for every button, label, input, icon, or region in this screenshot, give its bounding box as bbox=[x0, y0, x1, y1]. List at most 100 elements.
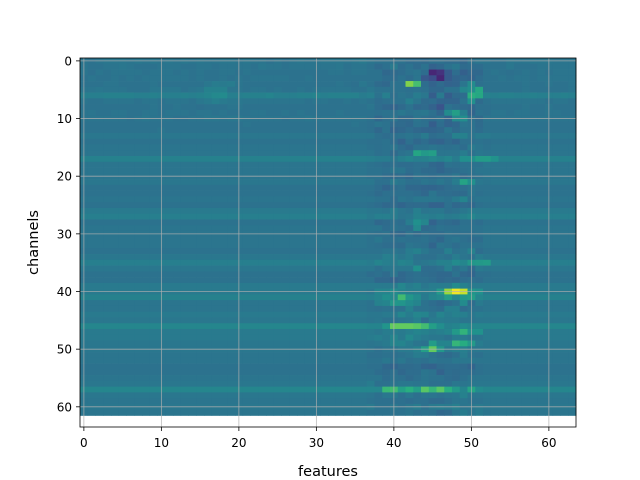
heatmap-cell bbox=[343, 305, 352, 313]
heatmap-cell bbox=[343, 179, 352, 186]
heatmap-cell bbox=[273, 259, 282, 266]
heatmap-cell bbox=[103, 144, 112, 151]
heatmap-cell bbox=[421, 144, 430, 151]
heatmap-cell bbox=[173, 219, 182, 226]
heatmap-cell bbox=[537, 69, 546, 76]
heatmap-cell bbox=[103, 300, 112, 307]
heatmap-cell bbox=[304, 75, 313, 82]
heatmap-cell bbox=[111, 380, 120, 387]
heatmap-cell bbox=[359, 317, 368, 324]
heatmap-cell bbox=[428, 357, 437, 364]
heatmap-cell bbox=[382, 340, 391, 347]
heatmap-cell bbox=[289, 357, 298, 364]
heatmap-cell bbox=[413, 167, 422, 174]
heatmap-cell bbox=[529, 184, 538, 191]
heatmap-cell bbox=[289, 311, 298, 318]
heatmap-cell bbox=[227, 271, 236, 278]
heatmap-cell bbox=[134, 69, 143, 76]
heatmap-cell bbox=[196, 409, 205, 416]
heatmap-cell bbox=[211, 254, 220, 261]
heatmap-cell bbox=[266, 259, 275, 266]
heatmap-cell bbox=[211, 190, 220, 197]
heatmap-cell bbox=[374, 317, 383, 324]
heatmap-cell bbox=[537, 75, 546, 82]
heatmap-cell bbox=[297, 386, 306, 393]
heatmap-cell bbox=[483, 334, 492, 341]
heatmap-cell bbox=[142, 98, 151, 105]
heatmap-cell bbox=[552, 184, 561, 191]
heatmap-cell bbox=[529, 259, 538, 266]
heatmap-cell bbox=[529, 334, 538, 341]
heatmap-cell bbox=[211, 271, 220, 278]
heatmap-cell bbox=[459, 380, 468, 387]
heatmap-cell bbox=[149, 375, 158, 382]
heatmap-cell bbox=[219, 225, 228, 232]
heatmap-cell bbox=[521, 219, 530, 226]
heatmap-cell bbox=[428, 277, 437, 284]
heatmap-cell bbox=[281, 305, 290, 313]
heatmap-cell bbox=[359, 409, 368, 416]
heatmap-cell bbox=[87, 375, 96, 382]
heatmap-cell bbox=[552, 328, 561, 336]
heatmap-cell bbox=[537, 219, 546, 226]
heatmap-cell bbox=[219, 259, 228, 266]
heatmap-cell bbox=[335, 380, 344, 387]
heatmap-cell bbox=[103, 248, 112, 255]
heatmap-cell bbox=[397, 340, 406, 347]
heatmap-cell bbox=[219, 386, 228, 393]
heatmap-cell bbox=[87, 184, 96, 191]
heatmap-cell bbox=[87, 109, 96, 117]
heatmap-cell bbox=[560, 386, 569, 393]
heatmap-cell bbox=[297, 69, 306, 76]
heatmap-cell bbox=[421, 156, 430, 163]
heatmap-cell bbox=[126, 311, 135, 318]
heatmap-cell bbox=[490, 190, 499, 197]
heatmap-cell bbox=[103, 63, 112, 70]
heatmap-cell bbox=[103, 369, 112, 376]
heatmap-cell bbox=[421, 190, 430, 197]
heatmap-cell bbox=[506, 213, 515, 220]
heatmap-cell bbox=[529, 242, 538, 249]
heatmap-cell bbox=[273, 109, 282, 117]
heatmap-cell bbox=[366, 271, 375, 278]
heatmap-cell bbox=[196, 138, 205, 145]
heatmap-cell bbox=[428, 380, 437, 387]
heatmap-cell bbox=[165, 127, 174, 134]
heatmap-cell bbox=[436, 161, 445, 168]
heatmap-cell bbox=[134, 138, 143, 145]
heatmap-cell bbox=[126, 104, 135, 111]
heatmap-cell bbox=[297, 259, 306, 266]
heatmap-cell bbox=[87, 259, 96, 266]
heatmap-cell bbox=[351, 254, 360, 261]
heatmap-cell bbox=[227, 69, 236, 76]
heatmap-cell bbox=[452, 98, 461, 105]
heatmap-cell bbox=[266, 144, 275, 151]
heatmap-cell bbox=[87, 104, 96, 111]
plot-frame bbox=[79, 57, 577, 428]
heatmap-cell bbox=[196, 202, 205, 209]
heatmap-cell bbox=[227, 104, 236, 111]
heatmap-cell bbox=[343, 357, 352, 364]
heatmap-cell bbox=[413, 363, 422, 370]
heatmap-cell bbox=[459, 167, 468, 174]
heatmap-cell bbox=[219, 132, 228, 140]
heatmap-cell bbox=[498, 196, 507, 203]
heatmap-cell bbox=[560, 98, 569, 105]
heatmap-cell bbox=[428, 92, 437, 99]
heatmap-cell bbox=[118, 161, 127, 168]
heatmap-cell bbox=[87, 156, 96, 163]
heatmap-cell bbox=[273, 386, 282, 393]
heatmap-cell bbox=[351, 81, 360, 88]
heatmap-cell bbox=[103, 150, 112, 157]
heatmap-cell bbox=[506, 398, 515, 405]
heatmap-cell bbox=[444, 69, 453, 76]
heatmap-cell bbox=[111, 225, 120, 232]
heatmap-cell bbox=[196, 334, 205, 341]
heatmap-cell bbox=[351, 265, 360, 272]
heatmap-cell bbox=[514, 305, 523, 313]
heatmap-cell bbox=[165, 242, 174, 249]
heatmap-cell bbox=[180, 242, 189, 249]
heatmap-cell bbox=[382, 242, 391, 249]
heatmap-cell bbox=[428, 75, 437, 82]
heatmap-cell bbox=[459, 63, 468, 70]
